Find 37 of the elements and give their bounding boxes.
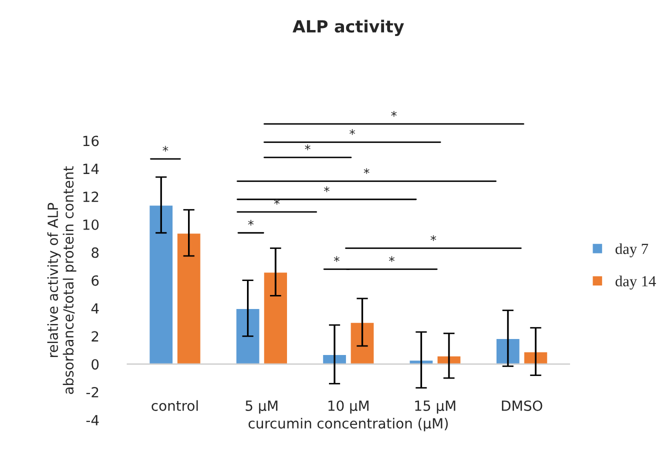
y-tick-label: 10 xyxy=(83,219,99,230)
x-axis-title: curcumin concentration (µM) xyxy=(248,418,448,432)
annotation: * xyxy=(274,198,280,205)
y-tick-label: 16 xyxy=(83,136,99,146)
bar xyxy=(176,232,202,365)
y-tick-label: -4 xyxy=(86,415,99,426)
annotation: * xyxy=(389,256,395,262)
y-tick-label: 14 xyxy=(83,164,99,174)
bar xyxy=(234,308,261,365)
legend-label: day 7 xyxy=(616,243,648,258)
y-tick-label: 12 xyxy=(83,192,98,202)
y-tick-label: 2 xyxy=(92,331,98,342)
y-tick-label: 4 xyxy=(91,303,99,314)
annotation: * xyxy=(162,146,168,152)
x-tick-label: 10 µM xyxy=(328,400,368,414)
annotation: * xyxy=(334,256,340,262)
legend-label: day 14 xyxy=(616,276,656,290)
y-tick-label: 0 xyxy=(92,359,99,370)
y-axis-title: relative activity of ALP absorbance/total protein content xyxy=(47,166,76,394)
annotation: * xyxy=(324,186,330,192)
y-tick-label: 6 xyxy=(92,275,99,286)
x-tick-label: DMSO xyxy=(502,400,542,411)
chart-title: ALP activity xyxy=(292,20,404,36)
annotation: * xyxy=(430,235,436,241)
y-tick-label: -2 xyxy=(86,387,98,398)
bar xyxy=(349,322,376,365)
x-tick-label: 5 µM xyxy=(246,400,278,414)
x-tick-label: 15 µM xyxy=(415,400,456,414)
bar xyxy=(148,204,174,365)
x-tick-label: control xyxy=(152,400,198,411)
y-tick-label: 8 xyxy=(92,247,99,258)
text: * xyxy=(391,110,397,117)
annotation: * xyxy=(248,220,254,226)
bar xyxy=(262,271,288,365)
annotation: * xyxy=(304,144,310,150)
text: * xyxy=(350,129,356,135)
annotation: * xyxy=(364,168,370,174)
